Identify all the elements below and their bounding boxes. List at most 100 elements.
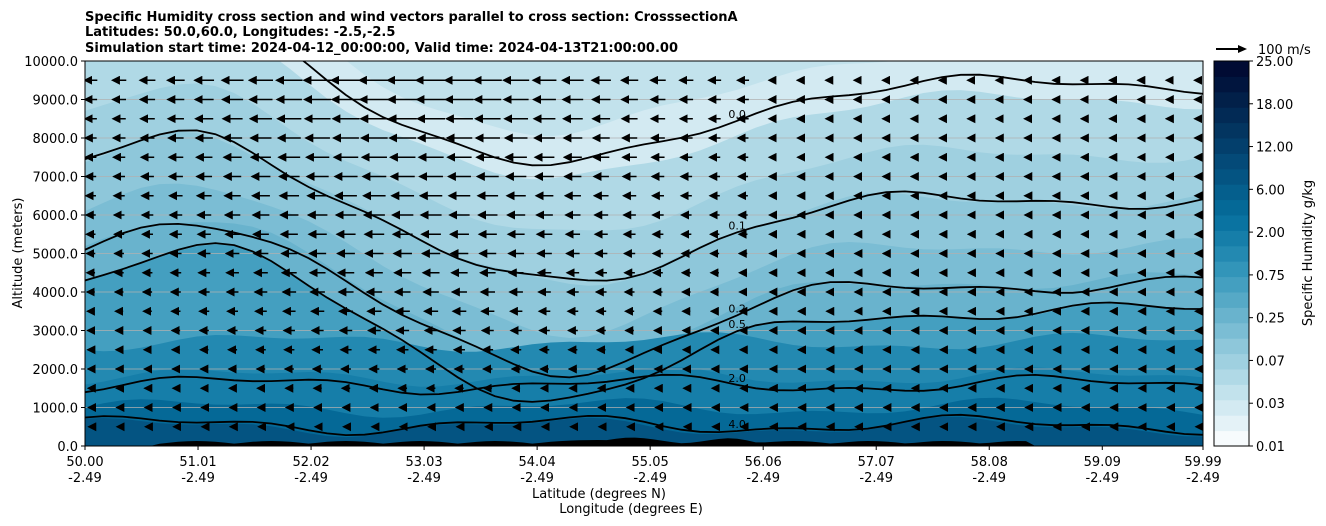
x-tick-label-lon: -2.49	[972, 471, 1006, 486]
y-tick-label: 0.0	[57, 440, 78, 455]
colorbar-swatch	[1214, 138, 1249, 154]
terrain-silhouette	[85, 437, 1203, 446]
contour-label: 0.1	[728, 219, 746, 232]
y-tick-label: 10000.0	[24, 55, 78, 70]
fill-band	[85, 416, 1203, 446]
colorbar-swatch	[1214, 415, 1249, 432]
colorbar-tick-label: 0.75	[1256, 269, 1285, 284]
plot-area: 0.0 0.1 0.2 0.5 2.0 4.0	[85, 61, 1203, 446]
x-tick-label-lat: 50.00	[66, 455, 103, 470]
gridlines	[85, 61, 1203, 446]
colorbar-swatch	[1214, 245, 1249, 262]
colorbar-swatch	[1214, 307, 1249, 324]
colorbar-label: Specific Humidity g/kg	[1301, 180, 1316, 326]
y-tick-label: 8000.0	[33, 132, 79, 147]
colorbar-swatch	[1214, 76, 1249, 93]
x-tick-label-lat: 58.08	[971, 455, 1008, 470]
contour-line	[85, 373, 1203, 396]
x-tick-label-lat: 54.04	[519, 455, 556, 470]
colorbar-swatch	[1214, 430, 1249, 447]
y-axis-label: Altitude (meters)	[11, 198, 26, 309]
colorbar-swatch	[1214, 230, 1249, 247]
x-axis-label-latitude: Latitude (degrees N)	[532, 487, 666, 502]
colorbar-swatch	[1214, 261, 1249, 278]
colorbar-tick-label: 0.07	[1256, 354, 1285, 369]
contour-line	[85, 222, 1203, 379]
colorbar-swatch	[1214, 91, 1249, 108]
y-tick-label: 1000.0	[33, 402, 79, 417]
contour-lines	[85, 61, 1203, 437]
colorbar-swatch	[1214, 292, 1249, 308]
humidity-fill-bands	[85, 61, 1203, 446]
colorbar-tick-label: 6.00	[1256, 183, 1285, 198]
terrain	[85, 437, 1203, 446]
contour-labels: 0.0 0.1 0.2 0.5 2.0 4.0	[728, 108, 746, 431]
colorbar: 0.01 0.03 0.07 0.25 0.75 2.00 6.00 12.00 18.00 25…	[1214, 55, 1293, 455]
x-tick-label-lat: 51.01	[179, 455, 216, 470]
x-tick-label-lat: 56.06	[745, 455, 782, 470]
colorbar-swatch	[1214, 107, 1249, 124]
colorbar-frame	[1213, 60, 1250, 447]
colorbar-swatch	[1214, 384, 1249, 401]
contour-label: 0.0	[728, 108, 746, 121]
colorbar-tick-label: 25.00	[1256, 55, 1293, 70]
colorbar-tick-label: 0.01	[1256, 440, 1285, 455]
x-tick-label-lon: -2.49	[746, 471, 780, 486]
contour-line	[85, 129, 1203, 282]
x-tick-label-lon: -2.49	[68, 471, 102, 486]
contour-label: 0.2	[728, 302, 746, 315]
colorbar-tick-label: 12.00	[1256, 141, 1293, 156]
y-tick-label: 6000.0	[33, 209, 79, 224]
colorbar-tick-label: 18.00	[1256, 98, 1293, 113]
contour-label: 0.5	[728, 318, 746, 331]
colorbar-swatch	[1214, 399, 1249, 416]
y-tick-label: 9000.0	[33, 94, 79, 109]
colorbar-swatch	[1214, 153, 1249, 170]
y-tick-label: 4000.0	[33, 286, 79, 301]
wind-key: 100 m/s	[1216, 43, 1311, 58]
colorbar-swatch	[1214, 276, 1249, 293]
chart-title: Specific Humidity cross section and wind…	[85, 10, 738, 56]
colorbar-tick-label: 2.00	[1256, 226, 1285, 241]
x-tick-label-lon: -2.49	[181, 471, 215, 486]
y-tick-label: 5000.0	[33, 248, 79, 263]
colorbar-swatch	[1214, 61, 1249, 77]
contour-label: 2.0	[728, 372, 746, 385]
colorbar-swatch	[1214, 184, 1249, 201]
x-tick-label-lat: 53.03	[405, 455, 442, 470]
x-tick-label-lat: 55.05	[632, 455, 669, 470]
x-tick-label-lon: -2.49	[520, 471, 554, 486]
x-axis: 50.00-2.4951.01-2.4952.02-2.4953.03-2.49…	[66, 446, 1222, 486]
colorbar-swatch	[1214, 168, 1249, 185]
contour-label: 4.0	[728, 418, 746, 431]
title-line-3: Simulation start time: 2024-04-12_00:00:…	[85, 41, 678, 56]
y-axis: 0.0 1000.0 2000.0 3000.0 4000.0 5000.0 6000.0 7…	[24, 55, 85, 455]
colorbar-swatch	[1214, 353, 1249, 370]
title-line-2: Latitudes: 50.0,60.0, Longitudes: -2.5,-…	[85, 25, 395, 40]
x-tick-label-lon: -2.49	[859, 471, 893, 486]
x-tick-label-lat: 52.02	[292, 455, 329, 470]
contour-line	[85, 413, 1203, 437]
x-tick-label-lat: 59.99	[1184, 455, 1221, 470]
wind-vectors	[85, 75, 1203, 432]
x-tick-label-lon: -2.49	[407, 471, 441, 486]
contour-line	[85, 242, 1203, 403]
wind-key-arrow-head	[1238, 45, 1247, 53]
wind-key-label: 100 m/s	[1258, 43, 1311, 58]
x-tick-label-lon: -2.49	[1085, 471, 1119, 486]
x-axis-label-longitude: Longitude (degrees E)	[559, 502, 703, 517]
x-tick-label-lat: 59.09	[1084, 455, 1121, 470]
x-tick-label-lat: 57.07	[858, 455, 895, 470]
x-tick-label-lon: -2.49	[294, 471, 328, 486]
y-tick-label: 3000.0	[33, 325, 79, 340]
x-tick-label-lon: -2.49	[633, 471, 667, 486]
colorbar-swatch	[1214, 322, 1249, 339]
colorbar-swatch	[1214, 338, 1249, 355]
colorbar-swatch	[1214, 215, 1249, 231]
colorbar-tick-label: 0.03	[1256, 397, 1285, 412]
colorbar-swatch	[1214, 369, 1249, 385]
colorbar-tick-label: 0.25	[1256, 312, 1285, 327]
y-tick-label: 7000.0	[33, 171, 79, 186]
colorbar-swatch	[1214, 199, 1249, 216]
